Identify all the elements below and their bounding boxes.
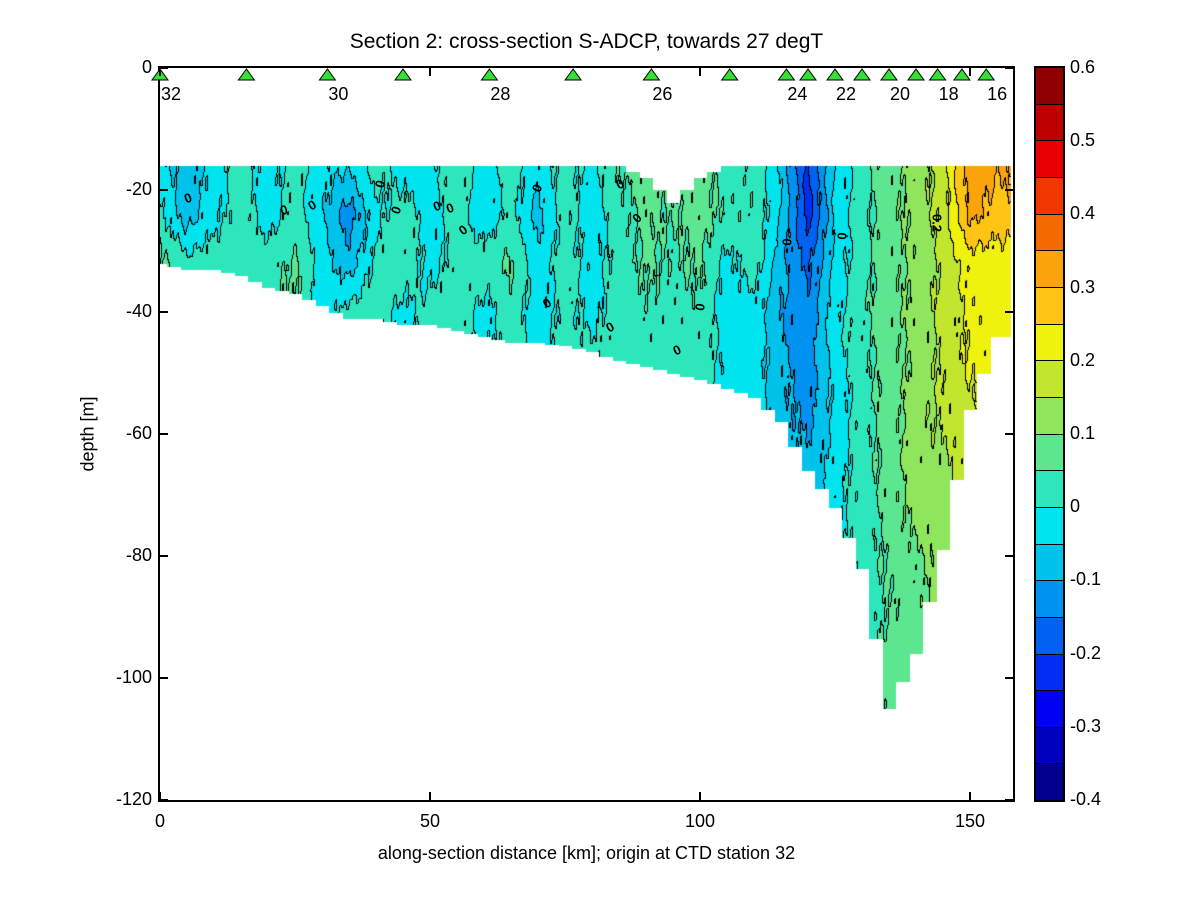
x-tick-label: 150 — [954, 811, 986, 831]
colorbar-segment — [1036, 690, 1063, 727]
colorbar-segment — [1036, 176, 1063, 214]
station-label: 24 — [787, 84, 808, 104]
y-axis-tick — [160, 433, 168, 435]
y-tick-label: -60 — [125, 423, 152, 443]
y-axis-tick — [160, 677, 168, 679]
x-axis-tick — [699, 792, 701, 800]
station-label: 30 — [328, 84, 349, 104]
colorbar-segment — [1036, 543, 1063, 581]
colorbar-segment — [1036, 396, 1063, 434]
station-label: 28 — [490, 84, 511, 104]
colorbar-segment — [1036, 653, 1063, 691]
colorbar-tick-label: 0.2 — [1070, 349, 1096, 370]
y-tick-label: -20 — [125, 179, 152, 199]
y-axis-tick — [160, 555, 168, 557]
colorbar-tick-label: -0.2 — [1070, 642, 1102, 663]
station-label: 18 — [938, 84, 959, 104]
x-tick-label: 100 — [684, 811, 716, 831]
x-axis-tick — [969, 792, 971, 800]
colorbar-tick-label: -0.4 — [1070, 789, 1102, 809]
colorbar-tick-label: 0.4 — [1070, 203, 1096, 224]
colorbar-segment — [1036, 213, 1063, 251]
station-label: 20 — [889, 84, 911, 104]
y-tick-label: 0 — [141, 57, 152, 77]
y-tick-label: -80 — [125, 545, 152, 565]
x-axis-tick — [429, 792, 431, 800]
contour-plot-canvas — [160, 68, 1013, 800]
contour-label: 0 — [834, 231, 850, 241]
colorbar — [1034, 66, 1065, 802]
colorbar-segment — [1036, 250, 1063, 287]
colorbar-tick-label: 0.3 — [1070, 276, 1096, 297]
y-axis-tick-right — [1005, 311, 1013, 313]
colorbar-segment — [1036, 433, 1063, 471]
colorbar-segment — [1036, 616, 1063, 654]
x-tick-label: 0 — [154, 811, 165, 831]
y-tick-label: -100 — [115, 667, 152, 687]
y-tick-label: -40 — [125, 301, 152, 321]
y-tick-label: -120 — [115, 789, 152, 809]
colorbar-segment — [1036, 580, 1063, 617]
station-label: 26 — [652, 84, 673, 104]
colorbar-segment — [1036, 726, 1063, 764]
contour-label: 0.2 — [929, 213, 945, 232]
y-axis-tick-right — [1005, 555, 1013, 557]
contour-label: 0 — [779, 237, 795, 247]
colorbar-segment — [1036, 763, 1063, 801]
colorbar-segment — [1036, 68, 1063, 104]
x-axis-tick-top — [159, 68, 161, 76]
colorbar-segment — [1036, 323, 1063, 361]
y-axis-tick-right — [1005, 189, 1013, 191]
y-axis-tick — [160, 799, 168, 801]
x-tick-label: 50 — [419, 811, 441, 831]
x-axis-tick-top — [429, 68, 431, 76]
colorbar-segment — [1036, 470, 1063, 507]
x-axis-tick-top — [699, 68, 701, 76]
colorbar-segment — [1036, 140, 1063, 177]
colorbar-tick-label: 0.1 — [1070, 423, 1096, 443]
colorbar-segment — [1036, 506, 1063, 544]
y-axis-tick-right — [1005, 67, 1013, 69]
x-axis-label: along-section distance [km]; origin at C… — [377, 843, 796, 863]
colorbar-tick-label: 0.5 — [1070, 130, 1096, 151]
station-label: 22 — [835, 84, 857, 104]
y-axis-tick-right — [1005, 677, 1013, 679]
colorbar-segment — [1036, 286, 1063, 324]
y-axis-tick-right — [1005, 799, 1013, 801]
colorbar-segment — [1036, 360, 1063, 397]
colorbar-tick-label: -0.1 — [1070, 569, 1102, 590]
y-axis-tick — [160, 67, 168, 69]
axes-box — [158, 66, 1015, 802]
y-axis-tick — [160, 189, 168, 191]
colorbar-segment — [1036, 103, 1063, 141]
plot-title: Section 2: cross-section S-ADCP, towards… — [349, 30, 824, 53]
x-axis-tick — [159, 792, 161, 800]
y-axis-tick — [160, 311, 168, 313]
station-label: 16 — [987, 84, 1008, 104]
colorbar-tick-label: 0 — [1070, 496, 1081, 517]
colorbar-tick-label: 0.6 — [1070, 57, 1096, 77]
x-axis-tick-top — [969, 68, 971, 76]
station-label: 32 — [160, 84, 182, 104]
colorbar-tick-label: -0.3 — [1070, 715, 1102, 736]
y-axis-tick-right — [1005, 433, 1013, 435]
